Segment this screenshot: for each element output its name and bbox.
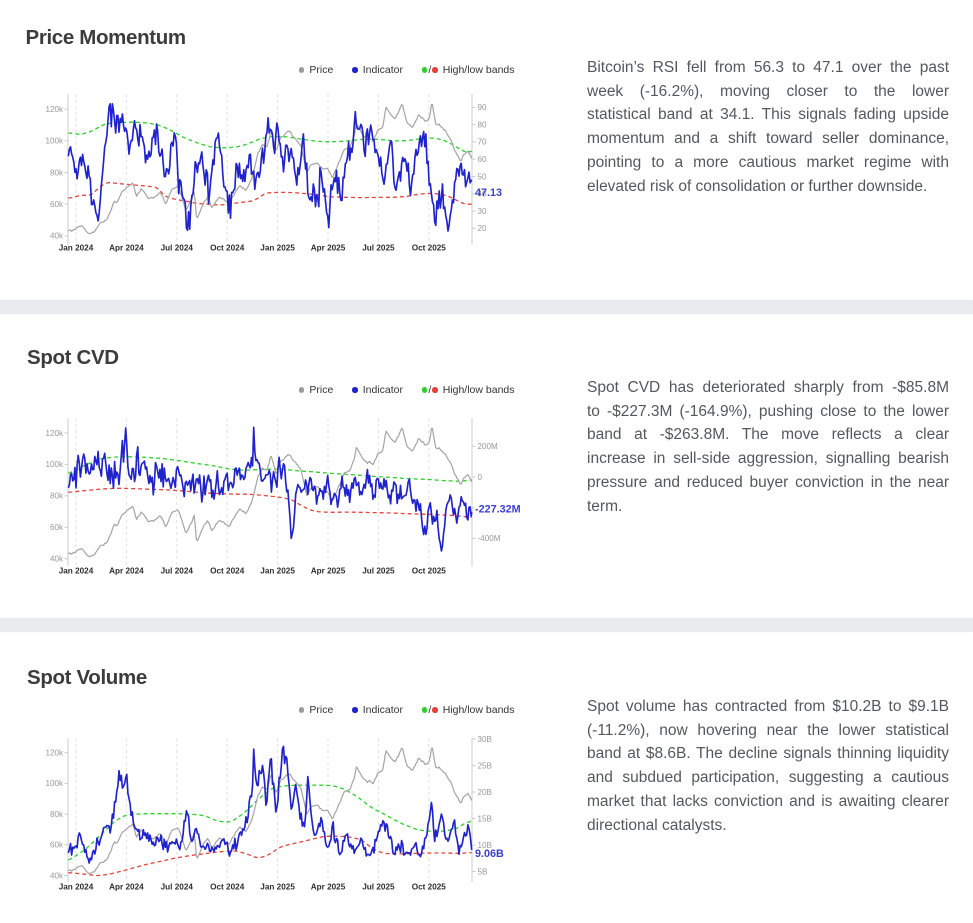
svg-text:Apr 2024: Apr 2024 (109, 567, 144, 576)
svg-text:Jul 2024: Jul 2024 (161, 883, 194, 892)
svg-text:Apr 2024: Apr 2024 (109, 244, 144, 253)
svg-text:Jan 2025: Jan 2025 (260, 567, 295, 576)
svg-text:90: 90 (478, 103, 488, 112)
svg-text:Oct 2025: Oct 2025 (412, 567, 447, 576)
svg-text:20B: 20B (478, 788, 492, 797)
svg-text:80k: 80k (50, 492, 64, 501)
svg-text:Jan 2025: Jan 2025 (260, 244, 295, 253)
svg-text:60k: 60k (50, 200, 64, 209)
svg-text:120k: 120k (45, 749, 64, 758)
svg-text:25B: 25B (478, 761, 492, 770)
svg-text:100k: 100k (45, 779, 64, 788)
svg-text:40: 40 (478, 190, 488, 199)
svg-text:Apr 2025: Apr 2025 (311, 244, 346, 253)
svg-text:100k: 100k (45, 460, 64, 469)
svg-text:Jan 2024: Jan 2024 (59, 883, 94, 892)
svg-text:Apr 2024: Apr 2024 (109, 883, 144, 892)
svg-text:30B: 30B (478, 735, 492, 744)
svg-text:Oct 2024: Oct 2024 (210, 244, 245, 253)
svg-text:Jul 2025: Jul 2025 (362, 244, 395, 253)
svg-text:Jul 2024: Jul 2024 (161, 567, 194, 576)
svg-text:Jul 2025: Jul 2025 (362, 567, 395, 576)
svg-text:20: 20 (478, 224, 488, 233)
svg-text:Oct 2025: Oct 2025 (412, 883, 447, 892)
svg-text:60k: 60k (50, 523, 64, 532)
svg-text:80k: 80k (50, 168, 64, 177)
svg-text:30: 30 (478, 207, 488, 216)
svg-text:120k: 120k (45, 429, 64, 438)
svg-text:Apr 2025: Apr 2025 (311, 883, 346, 892)
svg-text:Oct 2024: Oct 2024 (210, 883, 245, 892)
svg-text:40k: 40k (50, 232, 64, 241)
svg-text:Jul 2025: Jul 2025 (362, 883, 395, 892)
svg-text:Jan 2025: Jan 2025 (260, 883, 295, 892)
svg-text:10B: 10B (478, 841, 492, 850)
svg-text:Jan 2024: Jan 2024 (59, 244, 94, 253)
svg-text:50: 50 (478, 172, 488, 181)
svg-text:47.13: 47.13 (475, 187, 502, 199)
svg-text:Oct 2024: Oct 2024 (210, 567, 245, 576)
svg-text:15B: 15B (478, 814, 492, 823)
svg-text:9.06B: 9.06B (475, 848, 504, 860)
svg-text:100k: 100k (45, 137, 64, 146)
svg-text:120k: 120k (45, 105, 64, 114)
svg-text:60k: 60k (50, 841, 64, 850)
svg-text:0: 0 (478, 473, 483, 482)
svg-text:40k: 40k (50, 871, 64, 880)
svg-text:80k: 80k (50, 810, 64, 819)
svg-text:80: 80 (478, 120, 488, 129)
svg-text:40k: 40k (50, 555, 64, 564)
svg-text:5B: 5B (478, 867, 488, 876)
svg-text:Oct 2025: Oct 2025 (412, 244, 447, 253)
svg-text:-227.32M: -227.32M (475, 503, 521, 515)
svg-text:Apr 2025: Apr 2025 (311, 567, 346, 576)
svg-text:200M: 200M (478, 442, 499, 451)
svg-text:-400M: -400M (478, 534, 501, 543)
svg-text:70: 70 (478, 138, 488, 147)
svg-text:Jan 2024: Jan 2024 (59, 567, 94, 576)
svg-text:60: 60 (478, 155, 488, 164)
svg-text:Jul 2024: Jul 2024 (161, 244, 194, 253)
